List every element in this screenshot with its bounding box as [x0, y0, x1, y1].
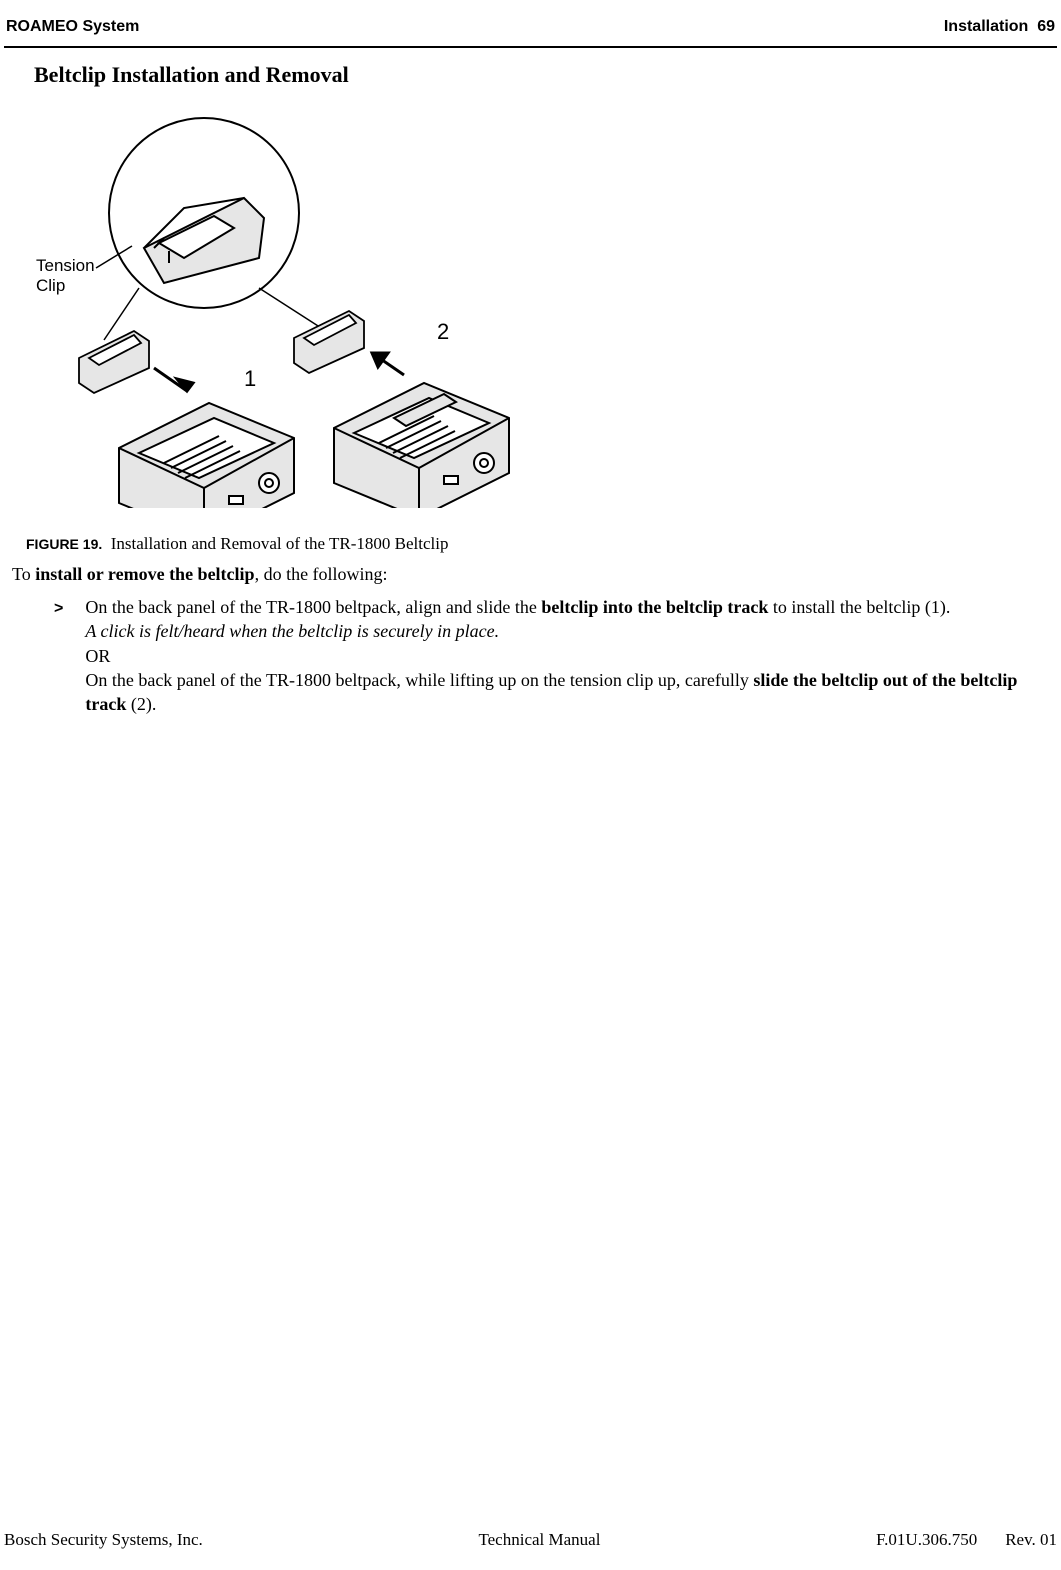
- section-title: Beltclip Installation and Removal: [34, 62, 1057, 88]
- intro-line: To install or remove the beltclip, do th…: [12, 564, 1057, 585]
- figure-caption-label: FIGURE 19.: [26, 536, 102, 552]
- step-bullet: > On the back panel of the TR-1800 beltp…: [54, 595, 1049, 716]
- page-header: ROAMEO System Installation 69: [4, 18, 1057, 42]
- footer-rev: Rev. 01: [1005, 1530, 1057, 1550]
- figure-diagram: Tension Clip 1 2: [34, 108, 554, 508]
- tension-clip-label: Tension Clip: [36, 256, 95, 295]
- page: ROAMEO System Installation 69 Beltclip I…: [0, 0, 1061, 1570]
- step-2-label: 2: [437, 319, 449, 345]
- header-pagenum: 69: [1037, 18, 1055, 35]
- footer-right: F.01U.306.750 Rev. 01: [876, 1530, 1057, 1550]
- footer-docnum: F.01U.306.750: [876, 1530, 977, 1550]
- header-left: ROAMEO System: [6, 18, 139, 36]
- header-right: Installation 69: [944, 18, 1055, 36]
- bullet-body: On the back panel of the TR-1800 beltpac…: [85, 595, 1049, 716]
- footer-center: Technical Manual: [478, 1530, 600, 1550]
- bullet-marker: >: [54, 595, 63, 716]
- step-1-label: 1: [244, 366, 256, 392]
- beltclip-illustration-icon: [34, 108, 554, 508]
- header-section: Installation: [944, 18, 1028, 35]
- figure-caption: FIGURE 19. Installation and Removal of t…: [26, 534, 1057, 554]
- page-footer: Bosch Security Systems, Inc. Technical M…: [4, 1530, 1057, 1550]
- footer-left: Bosch Security Systems, Inc.: [4, 1530, 203, 1550]
- figure-caption-text: Installation and Removal of the TR-1800 …: [111, 534, 449, 553]
- header-rule: [4, 46, 1057, 48]
